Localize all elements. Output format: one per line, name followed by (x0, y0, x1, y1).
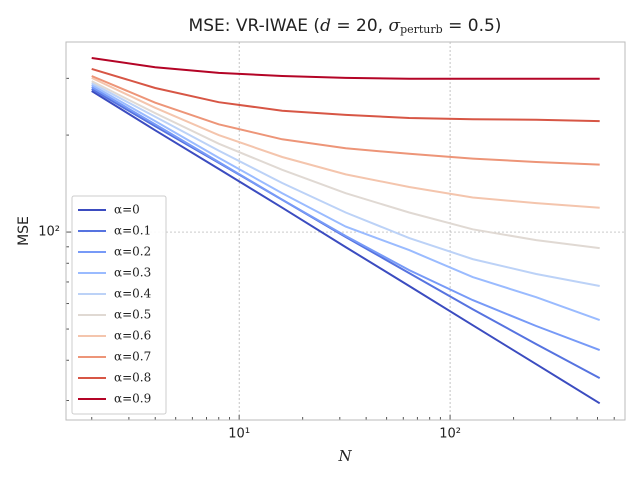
legend-label: α=0.3 (114, 266, 151, 280)
title-part: d (320, 16, 331, 36)
series-line (91, 57, 600, 80)
legend-label: α=0.7 (114, 350, 151, 364)
series-line (91, 80, 600, 250)
y-tick-label: 10² (38, 225, 60, 240)
title-part: perturb (400, 23, 443, 36)
series-line (91, 86, 601, 352)
x-axis-label: N (337, 447, 352, 465)
title-part: = 20, (331, 16, 389, 36)
title-part: MSE: VR-IWAE ( (189, 16, 321, 36)
legend-label: α=0.4 (114, 287, 152, 301)
series-line (91, 84, 601, 322)
legend-box (71, 195, 167, 415)
title-part: σ (388, 16, 400, 36)
legend-label: α=0 (114, 203, 140, 217)
legend-label: α=0.2 (114, 245, 151, 259)
series-line (91, 75, 600, 166)
series-line (91, 82, 600, 287)
series-line (91, 90, 601, 405)
chart-title: MSE: VR-IWAE (d = 20, σperturb = 0.5) (189, 16, 502, 37)
y-axis-label: MSE (16, 216, 32, 246)
series-line (91, 67, 600, 123)
legend-label: α=0.8 (114, 371, 151, 385)
x-tick-label: 10¹ (228, 427, 250, 442)
legend-label: α=0.9 (114, 392, 151, 406)
x-tick-label: 10² (439, 427, 461, 442)
legend-label: α=0.1 (114, 224, 151, 238)
title-part: = 0.5) (443, 16, 502, 36)
legend-label: α=0.5 (114, 308, 151, 322)
legend-label: α=0.6 (114, 329, 151, 343)
series-line (91, 76, 600, 209)
legend: α=0 α=0.1 α=0.2 α=0.3 α=0.4 α=0.5 α=0.6 α=0.7 α=… (71, 195, 167, 415)
plot-frame (65, 41, 626, 421)
